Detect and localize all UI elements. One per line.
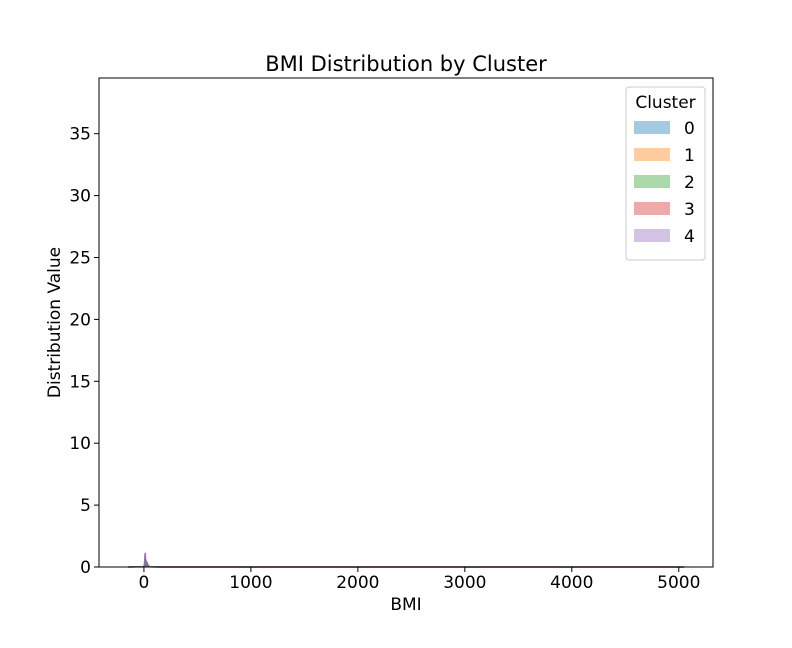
legend-box xyxy=(625,86,706,261)
legend-swatch-1 xyxy=(634,148,670,161)
legend-swatch-3 xyxy=(634,202,670,215)
y-axis: 0 5 10 15 20 25 30 35 xyxy=(69,125,99,578)
series-area-0 xyxy=(127,560,685,567)
legend-swatch-4 xyxy=(634,229,670,242)
series-line-0 xyxy=(127,559,685,568)
y-tick-label: 10 xyxy=(69,434,91,454)
y-tick-label: 25 xyxy=(69,249,91,269)
series-area-1 xyxy=(127,561,685,567)
x-tick-label: 1000 xyxy=(229,573,272,593)
series-line-1 xyxy=(127,559,685,568)
y-tick-label: 15 xyxy=(69,372,91,392)
series-area-4 xyxy=(141,552,685,567)
plot-frame xyxy=(98,77,714,568)
y-tick-label: 30 xyxy=(69,187,91,207)
series-line-2 xyxy=(127,560,685,568)
x-axis-title: BMI xyxy=(390,595,421,615)
legend-label-0: 0 xyxy=(684,119,695,139)
series-line-4 xyxy=(141,552,685,568)
legend: Cluster 0 1 2 3 4 xyxy=(625,86,706,261)
x-axis: 0 1000 2000 3000 4000 5000 xyxy=(139,567,700,593)
legend-label-4: 4 xyxy=(684,227,695,247)
y-tick-label: 35 xyxy=(69,125,91,145)
legend-swatch-0 xyxy=(634,121,670,134)
y-tick-label: 0 xyxy=(80,558,91,578)
legend-items: 0 1 2 3 4 xyxy=(634,119,695,247)
x-tick-label: 4000 xyxy=(550,573,593,593)
y-tick-label: 5 xyxy=(80,496,91,516)
y-axis-title: Distribution Value xyxy=(45,247,65,398)
x-tick-label: 3000 xyxy=(443,573,486,593)
x-tick-label: 5000 xyxy=(657,573,700,593)
legend-label-1: 1 xyxy=(684,146,695,166)
series-layer xyxy=(127,552,685,568)
legend-swatch-2 xyxy=(634,175,670,188)
series-area-2 xyxy=(127,562,685,567)
y-tick-label: 20 xyxy=(69,310,91,330)
chart-title: BMI Distribution by Cluster xyxy=(265,52,547,76)
legend-label-3: 3 xyxy=(684,200,695,220)
legend-title: Cluster xyxy=(635,93,695,113)
x-tick-label: 2000 xyxy=(336,573,379,593)
x-tick-label: 0 xyxy=(139,573,150,593)
legend-label-2: 2 xyxy=(684,173,695,193)
